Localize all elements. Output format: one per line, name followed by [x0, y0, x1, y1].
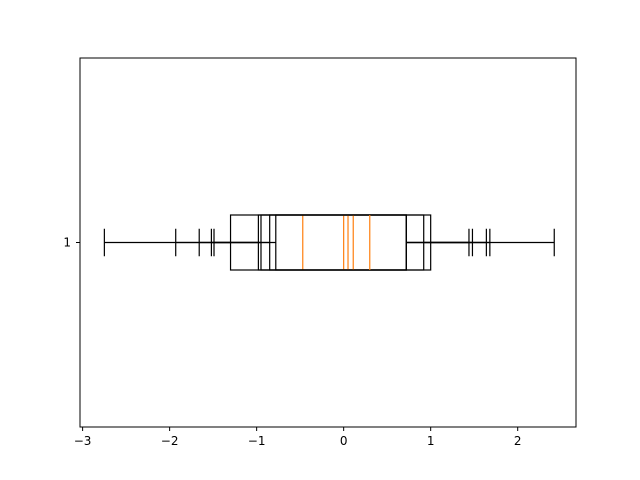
x-axis: −3 −2 −1 0 1 2 [74, 427, 522, 448]
y-axis: 1 [63, 236, 80, 250]
x-tick-label: −2 [161, 434, 179, 448]
x-tick-label: −3 [74, 434, 92, 448]
box-5 [213, 214, 470, 271]
x-tick-label: 2 [514, 434, 522, 448]
iqr-box [275, 214, 407, 271]
x-tick-label: 1 [427, 434, 435, 448]
y-tick-label: 1 [63, 236, 71, 250]
x-tick-label: 0 [340, 434, 348, 448]
boxes-layer [103, 214, 555, 271]
x-tick-label: −1 [248, 434, 266, 448]
